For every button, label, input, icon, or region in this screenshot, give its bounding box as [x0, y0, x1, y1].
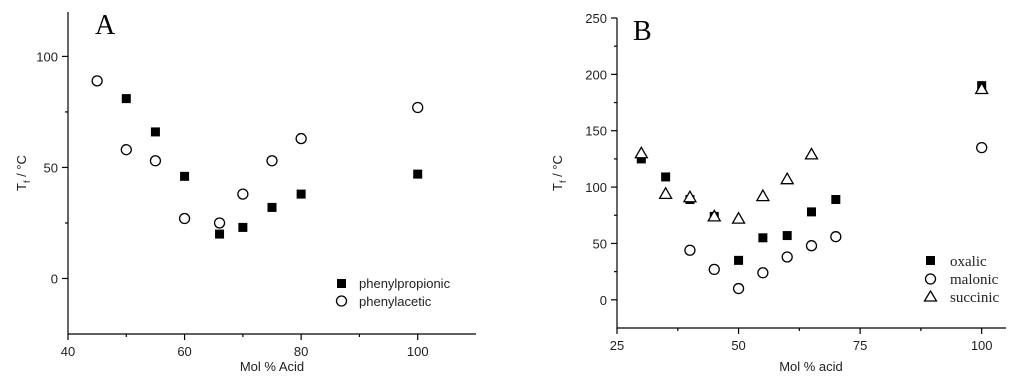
panel-b-y-axis-title-tail: / °C: [550, 155, 565, 180]
panel-b-y-tick-label: 100: [585, 180, 607, 195]
data-point-phenylacetic: [149, 155, 162, 167]
panel-b-y-tick-label: 250: [585, 11, 607, 26]
legend-label-oxalic: oxalic: [950, 254, 987, 270]
data-point-malonic: [781, 251, 793, 263]
legend-label-malonic: malonic: [950, 272, 999, 288]
panel-b-y-axis-title-main: T: [550, 183, 565, 191]
panel-b-y-tick-label: 0: [600, 293, 607, 308]
data-point-phenylacetic: [237, 188, 249, 200]
data-point-malonic: [708, 263, 720, 276]
panel-b-x-tick-label: 50: [731, 338, 745, 353]
panel-b-legend: oxalic malonic succinic: [923, 254, 999, 306]
legend-marker-succinic: [923, 289, 938, 302]
panel-a-y-tick-label: 50: [44, 160, 58, 175]
panel-b-x-axis-title: Mol % acid: [779, 359, 843, 374]
panel-a-letter: A: [95, 10, 116, 41]
data-point-malonic: [830, 231, 842, 243]
panel-a-marks: [91, 75, 424, 239]
data-point-phenylpropionic: [150, 127, 160, 137]
panel-b-axes-frame: [616, 18, 1006, 329]
data-point-phenylpropionic: [121, 94, 131, 104]
chart-panel-a: A Mol % Acid Tf / °C 40 60 80 100 0 50 100 phe…: [14, 10, 476, 374]
data-point-phenylpropionic: [180, 171, 190, 181]
data-point-succinic: [634, 145, 649, 159]
data-point-phenylacetic: [266, 155, 278, 167]
panel-b-y-tick-label: 150: [585, 124, 607, 139]
legend-label-phenylpropionic: phenylpropionic: [359, 276, 451, 291]
data-point-phenylacetic: [412, 101, 424, 114]
panel-a-ticks: 40 60 80 100 0 50 100: [36, 49, 428, 359]
data-point-phenylacetic: [213, 217, 226, 229]
panel-a-x-tick-label: 100: [407, 344, 429, 359]
panel-a-x-axis-title: Mol % Acid: [240, 359, 304, 374]
data-point-malonic: [976, 141, 988, 154]
data-point-succinic: [755, 188, 770, 202]
data-point-phenylacetic: [295, 132, 307, 145]
legend-marker-phenylacetic: [335, 295, 348, 307]
panel-b-y-axis-title: Tf / °C: [550, 155, 568, 191]
data-point-succinic: [974, 81, 989, 95]
data-point-succinic: [707, 209, 722, 222]
data-point-malonic: [757, 267, 769, 279]
data-point-oxalic: [758, 233, 768, 243]
data-point-phenylpropionic: [296, 189, 306, 199]
panel-b-y-tick-label: 50: [593, 236, 607, 251]
data-point-malonic: [684, 244, 696, 256]
data-point-succinic: [804, 147, 819, 160]
data-point-phenylacetic: [120, 144, 132, 156]
data-point-phenylpropionic: [238, 222, 248, 232]
legend-label-succinic: succinic: [950, 290, 999, 306]
panel-a-y-axis-title: Tf / °C: [14, 155, 32, 191]
panel-b-letter: B: [633, 16, 652, 47]
panel-b-x-tick-label: 75: [853, 338, 867, 353]
panel-a-y-axis-title-sub: f: [22, 180, 32, 183]
panel-b-ticks: 25 50 75 100 0 50 100 150 200 250: [585, 11, 992, 353]
data-point-succinic: [658, 186, 673, 200]
data-point-succinic: [731, 211, 746, 224]
panel-b-x-tick-label: 25: [610, 338, 624, 353]
data-point-phenylacetic: [178, 212, 191, 225]
data-point-phenylpropionic: [267, 202, 277, 212]
panel-a-y-tick-label: 100: [36, 49, 58, 64]
panel-a-legend: phenylpropionic phenylacetic: [335, 276, 451, 309]
data-point-malonic: [732, 282, 745, 295]
chart-panel-b: B Mol % acid Tf / °C 25 50 75 1000501001502…: [550, 11, 1006, 374]
data-point-succinic: [780, 171, 795, 185]
legend-marker-phenylpropionic: [337, 279, 346, 288]
legend-marker-oxalic: [926, 256, 935, 265]
data-point-phenylacetic: [91, 75, 103, 87]
data-point-oxalic: [661, 172, 671, 182]
data-point-malonic: [805, 240, 818, 252]
data-point-oxalic: [831, 194, 841, 204]
data-point-oxalic: [782, 231, 792, 241]
panel-b-y-tick-label: 200: [585, 67, 607, 82]
panel-a-x-tick-label: 60: [177, 344, 191, 359]
panel-b-marks: [634, 81, 989, 295]
legend-marker-malonic: [924, 273, 937, 285]
data-point-phenylpropionic: [215, 229, 225, 239]
data-point-oxalic: [734, 255, 744, 265]
data-point-succinic: [682, 189, 698, 203]
panel-b-y-axis-title-sub: f: [558, 180, 568, 183]
panel-a-y-axis-title-tail: / °C: [14, 155, 29, 180]
panel-b-x-tick-label: 100: [971, 338, 993, 353]
panel-a-y-tick-label: 0: [51, 271, 58, 286]
data-point-phenylpropionic: [413, 169, 423, 179]
legend-label-phenylacetic: phenylacetic: [359, 294, 432, 309]
data-point-oxalic: [636, 154, 646, 164]
panel-a-x-tick-label: 40: [61, 344, 75, 359]
data-point-oxalic: [807, 207, 816, 217]
panel-a-y-axis-title-main: T: [14, 183, 29, 191]
panel-a-x-tick-label: 80: [294, 344, 308, 359]
